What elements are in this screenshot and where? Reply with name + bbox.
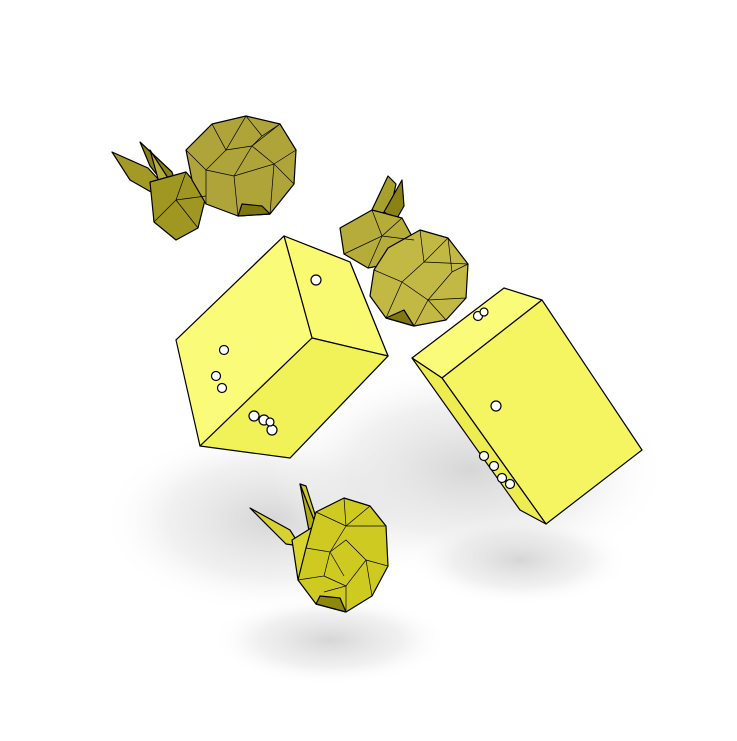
bunny-middle bbox=[339, 175, 469, 327]
die-right-pips bbox=[472, 307, 516, 490]
bunny-bottom bbox=[249, 483, 389, 613]
bunny-upper-left bbox=[111, 115, 297, 241]
die-left-pips bbox=[210, 274, 322, 436]
die-right bbox=[411, 287, 643, 525]
die-left bbox=[175, 235, 389, 459]
